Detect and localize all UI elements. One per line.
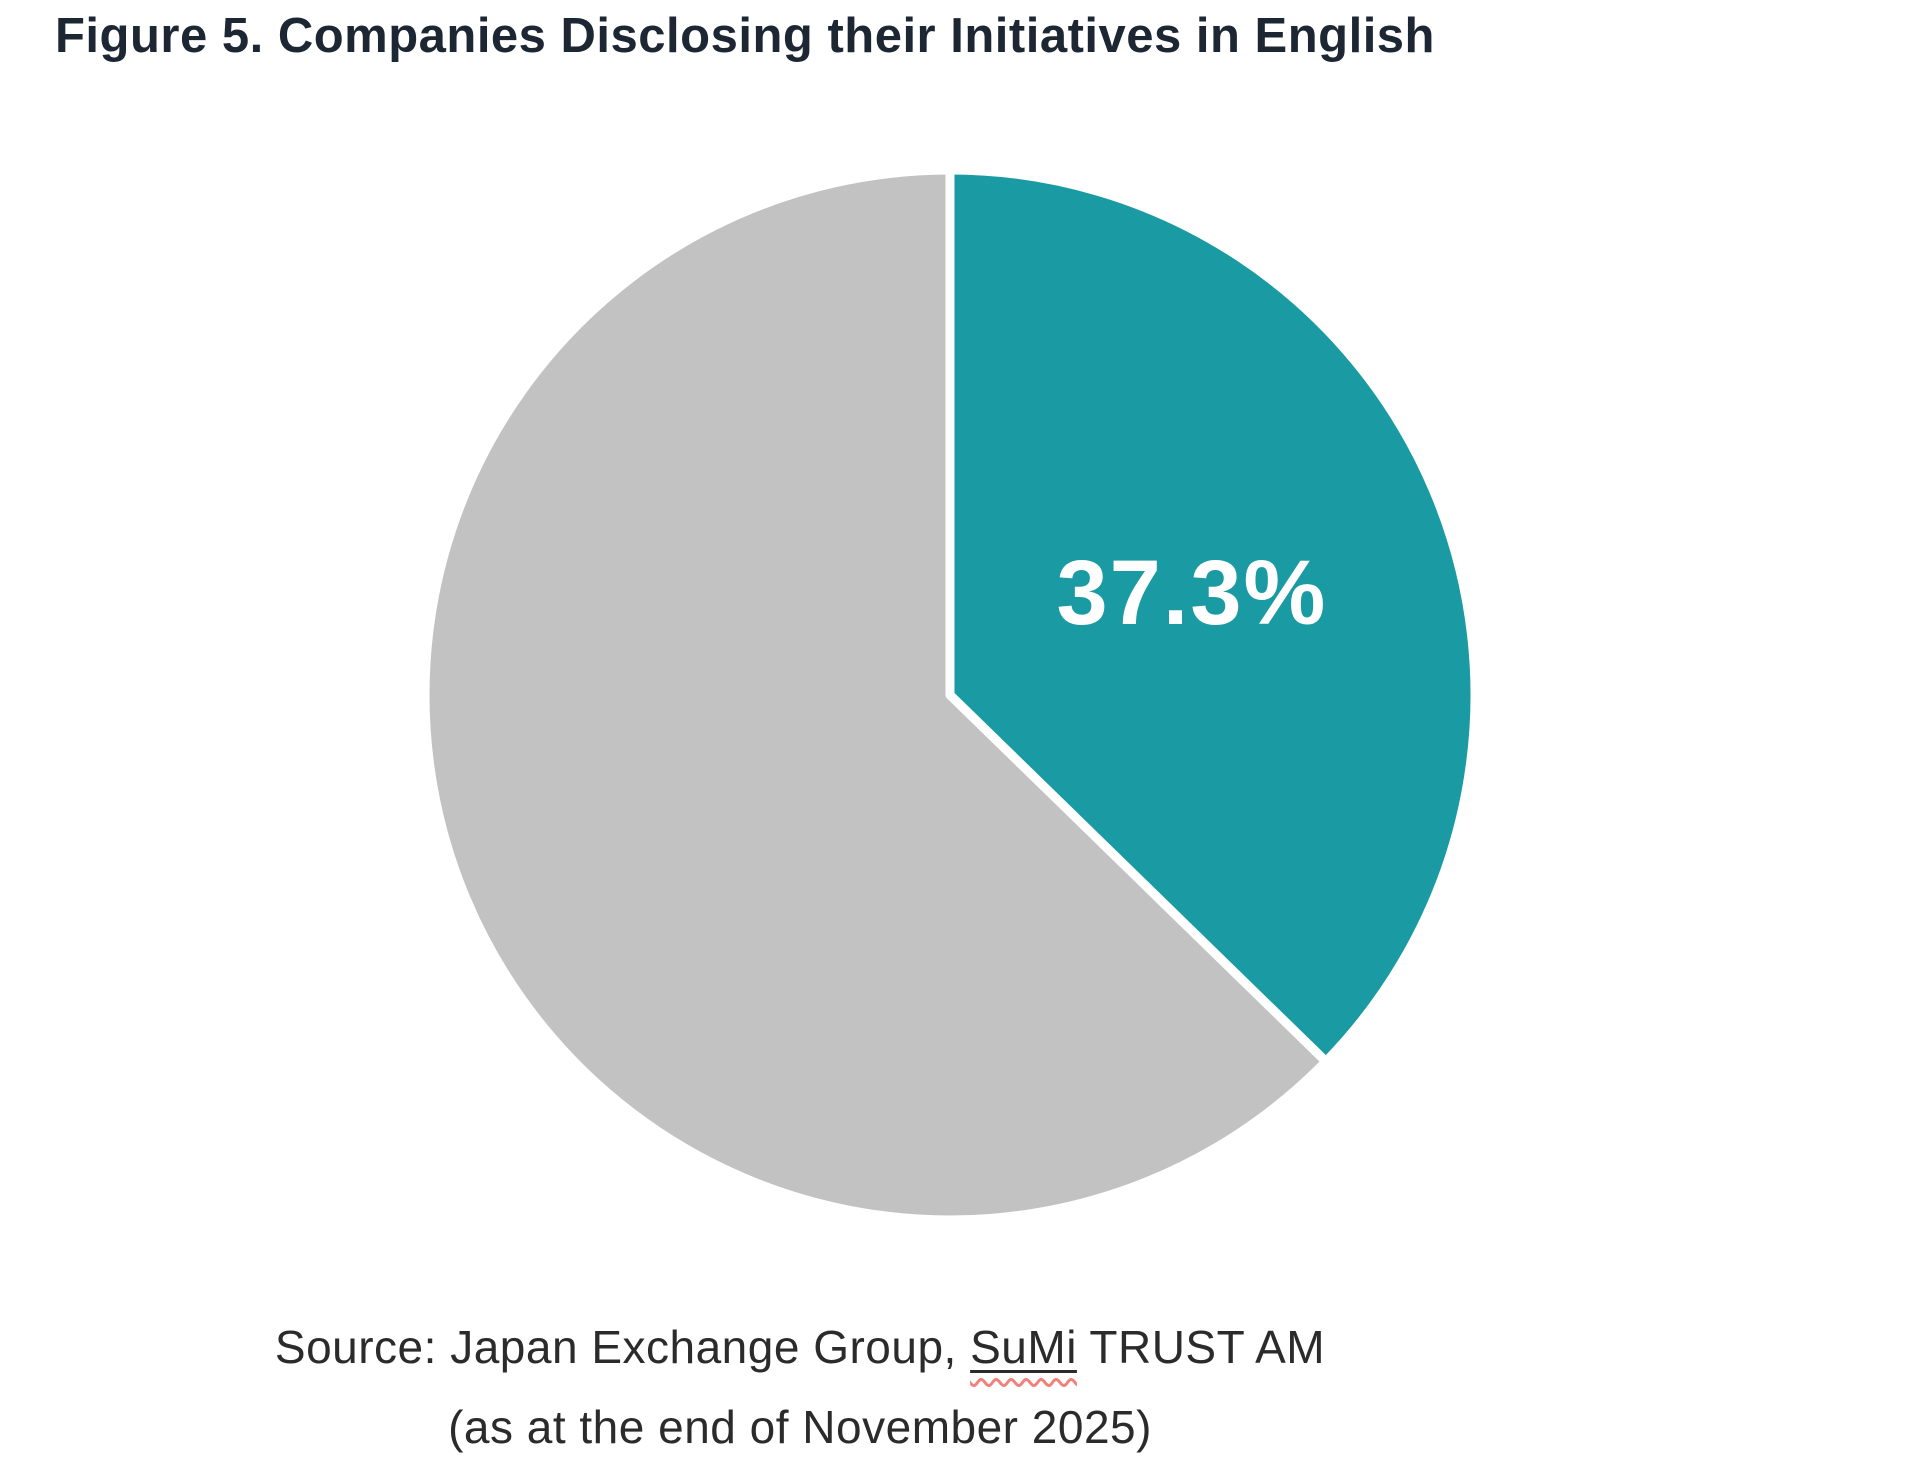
sumi-link-label: SuMi <box>970 1321 1077 1373</box>
pie-slice-1 <box>420 165 1331 1225</box>
source-date-line: (as at the end of November 2025) <box>448 1401 1152 1453</box>
source-note: Source: Japan Exchange Group, SuMi TRUST… <box>0 1320 1600 1454</box>
source-prefix-text: Source: Japan Exchange Group, <box>274 1321 971 1373</box>
source-line: Source: Japan Exchange Group, SuMi TRUST… <box>0 1320 1600 1374</box>
pie-slice-0 <box>945 165 1480 1066</box>
source-suffix-text: TRUST AM <box>1076 1321 1326 1373</box>
sumi-link[interactable]: SuMi <box>970 1321 1077 1373</box>
pie-slice-label: 37.3% <box>1056 542 1327 644</box>
figure-title: Figure 5. Companies Disclosing their Ini… <box>55 9 1435 63</box>
